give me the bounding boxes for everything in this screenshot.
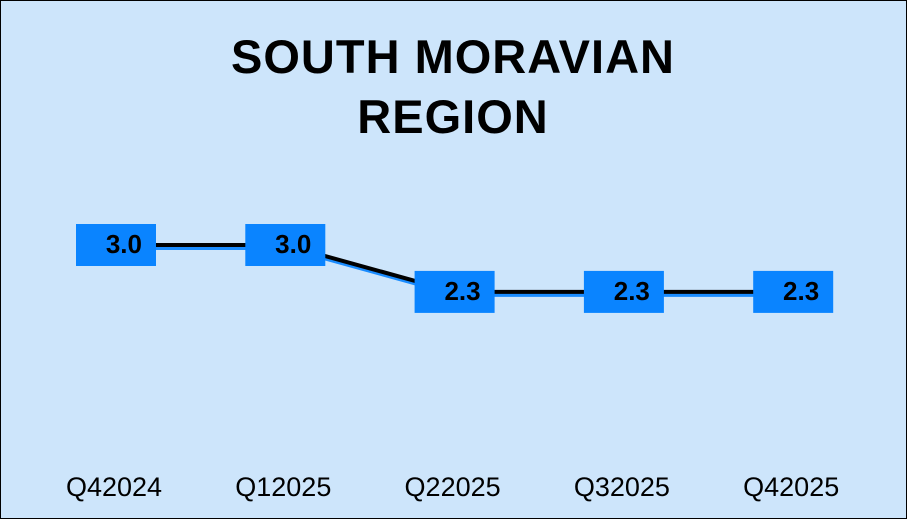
data-label: 2.3	[783, 276, 819, 306]
data-label: 3.0	[106, 229, 142, 259]
label-box	[414, 270, 495, 313]
x-tick-label: Q42024	[66, 472, 162, 502]
x-tick-label: Q22025	[405, 472, 501, 502]
x-tick-label: Q42025	[743, 472, 839, 502]
label-box	[753, 270, 834, 313]
x-tick-label: Q32025	[574, 472, 670, 502]
data-label: 3.0	[275, 229, 311, 259]
x-tick-label: Q12025	[235, 472, 331, 502]
label-box	[583, 270, 664, 313]
label-box	[76, 224, 156, 266]
chart-title: SOUTH MORAVIAN REGION	[231, 30, 675, 143]
data-label: 2.3	[614, 276, 650, 306]
data-label: 2.3	[444, 276, 480, 306]
label-box	[245, 224, 326, 266]
